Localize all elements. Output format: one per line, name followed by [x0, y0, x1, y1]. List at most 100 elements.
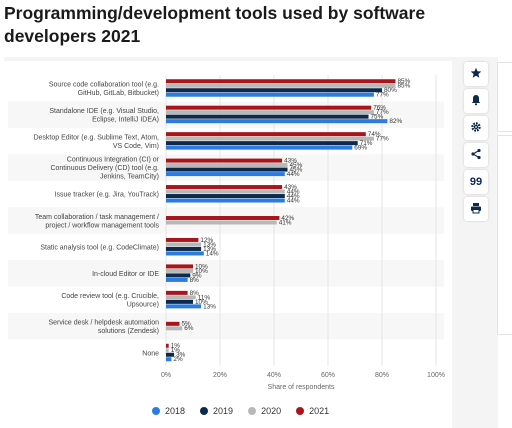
data-label-2019: 71% [360, 140, 373, 147]
bar-2019-source-code-collaboration-tool-e-g [166, 88, 382, 93]
bell-icon [470, 94, 482, 109]
data-label-2021: 74% [368, 131, 381, 138]
data-label-2021: 1% [171, 343, 181, 350]
data-label-2019: 10% [195, 299, 208, 306]
bar-2019-continuous-integration-ci-or [166, 167, 288, 172]
data-label-2021: 43% [284, 184, 297, 191]
category-label: Desktop Editor (e.g. Sublime Text, Atom, [33, 134, 159, 141]
data-label-2018: 2% [173, 356, 183, 363]
data-label-2020: 85% [398, 83, 411, 90]
data-label-2020: 45% [290, 162, 303, 169]
data-label-2021: 10% [195, 263, 208, 270]
data-label-2020: 13% [203, 241, 216, 248]
category-label: Static analysis tool (e.g. CodeClimate) [40, 244, 159, 251]
share-icon [470, 148, 482, 163]
bar-2021-static-analysis-tool-e-g-codeclimate [166, 237, 199, 242]
data-label-2021: 43% [284, 157, 297, 164]
data-label-2018: 13% [203, 303, 216, 310]
data-label-2020: 1% [171, 347, 181, 354]
row-band [8, 260, 444, 287]
print-button[interactable] [464, 197, 488, 221]
bar-2020-code-review-tool-e-g-crucible [166, 295, 196, 300]
bar-2019-none [166, 352, 175, 357]
category-label: Upsource) [127, 302, 159, 309]
side-toolbar: 99 [464, 62, 488, 224]
bar-2020-standalone-ide-e-g-visual-studio [166, 110, 374, 115]
data-label-2021: 8% [190, 290, 200, 297]
cite-button[interactable]: 99 [464, 170, 488, 194]
favorite-button[interactable] [464, 62, 488, 86]
x-tick-label: 0% [161, 372, 171, 379]
bar-2021-in-cloud-editor-or-ide [166, 264, 193, 269]
legend-label-2018: 2018 [165, 406, 186, 416]
bar-2018-none [166, 357, 172, 362]
x-tick-label: 60% [321, 372, 335, 379]
category-label: None [142, 350, 159, 357]
legend-item-2019[interactable]: 2019 [200, 406, 233, 416]
category-label: GitHub, GitLab, Bitbucket) [78, 90, 159, 97]
category-label: Code review tool (e.g. Crucible, [61, 293, 159, 300]
bar-2021-service-desk-helpdesk-automation [166, 321, 180, 326]
category-label: In-cloud Editor or IDE [92, 271, 159, 278]
category-label: Continuous Delivery (CD) tool (e.g. [50, 165, 159, 172]
notification-button[interactable] [464, 89, 488, 113]
bar-2019-issue-tracker-e-g-jira-youtrack [166, 194, 285, 199]
bar-2021-issue-tracker-e-g-jira-youtrack [166, 185, 283, 190]
data-label-2021: 12% [200, 237, 213, 244]
category-label: Issue tracker (e.g. Jira, YouTrack) [55, 192, 159, 199]
bar-2020-none [166, 348, 169, 353]
data-label-2019: 80% [384, 87, 397, 94]
x-tick-label: 20% [213, 372, 227, 379]
bar-2020-source-code-collaboration-tool-e-g [166, 83, 396, 88]
chart-legend: 2018 2019 2020 2021 [152, 406, 329, 416]
category-label: VS Code, Vim) [113, 143, 159, 150]
side-panel-bottom [497, 135, 512, 335]
bar-2021-desktop-editor-e-g-sublime-text-atom [166, 132, 366, 137]
bar-2019-code-review-tool-e-g-crucible [166, 299, 193, 304]
share-button[interactable] [464, 143, 488, 167]
data-label-2018: 44% [287, 171, 300, 178]
bar-2019-static-analysis-tool-e-g-codeclimate [166, 246, 202, 251]
data-label-2020: 41% [279, 219, 292, 226]
data-label-2019: 9% [192, 272, 202, 279]
legend-marker-2018 [152, 407, 160, 415]
bar-2020-static-analysis-tool-e-g-codeclimate [166, 242, 202, 247]
data-label-2021: 85% [398, 78, 411, 85]
bar-2020-team-collaboration-task-management [166, 220, 277, 225]
bar-2019-in-cloud-editor-or-ide [166, 273, 191, 278]
bar-2018-standalone-ide-e-g-visual-studio [166, 119, 388, 124]
star-icon [470, 67, 482, 82]
data-label-2020: 77% [376, 109, 389, 116]
quote-icon: 99 [469, 176, 483, 188]
legend-item-2020[interactable]: 2020 [248, 406, 281, 416]
bar-2018-continuous-integration-ci-or [166, 172, 285, 177]
bar-2020-issue-tracker-e-g-jira-youtrack [166, 189, 285, 194]
data-label-2019: 3% [176, 352, 186, 359]
data-label-2018: 44% [287, 197, 300, 204]
category-label: Service desk / helpdesk automation [48, 320, 159, 327]
bar-2018-static-analysis-tool-e-g-codeclimate [166, 251, 204, 256]
data-label-2021: 76% [373, 105, 386, 112]
data-label-2018: 14% [206, 250, 219, 257]
bar-2018-code-review-tool-e-g-crucible [166, 304, 202, 309]
x-tick-label: 40% [267, 372, 281, 379]
data-label-2019: 13% [203, 246, 216, 253]
legend-marker-2020 [248, 407, 257, 415]
bar-2021-standalone-ide-e-g-visual-studio [166, 105, 372, 110]
side-panel-top [497, 62, 512, 132]
bar-2018-desktop-editor-e-g-sublime-text-atom [166, 145, 353, 150]
row-band [8, 313, 444, 340]
category-label: Eclipse, IntelliJ IDEA) [92, 116, 159, 123]
x-tick-label: 100% [427, 372, 445, 379]
bar-2021-code-review-tool-e-g-crucible [166, 290, 188, 295]
data-label-2020: 10% [195, 268, 208, 275]
settings-button[interactable] [464, 116, 488, 140]
legend-item-2021[interactable]: 2021 [296, 406, 329, 416]
bar-2019-standalone-ide-e-g-visual-studio [166, 114, 369, 119]
bar-2021-none [166, 343, 169, 348]
legend-item-2018[interactable]: 2018 [152, 406, 185, 416]
bar-2020-service-desk-helpdesk-automation [166, 326, 183, 331]
data-label-2019: 45% [290, 166, 303, 173]
legend-marker-2019 [200, 407, 209, 415]
